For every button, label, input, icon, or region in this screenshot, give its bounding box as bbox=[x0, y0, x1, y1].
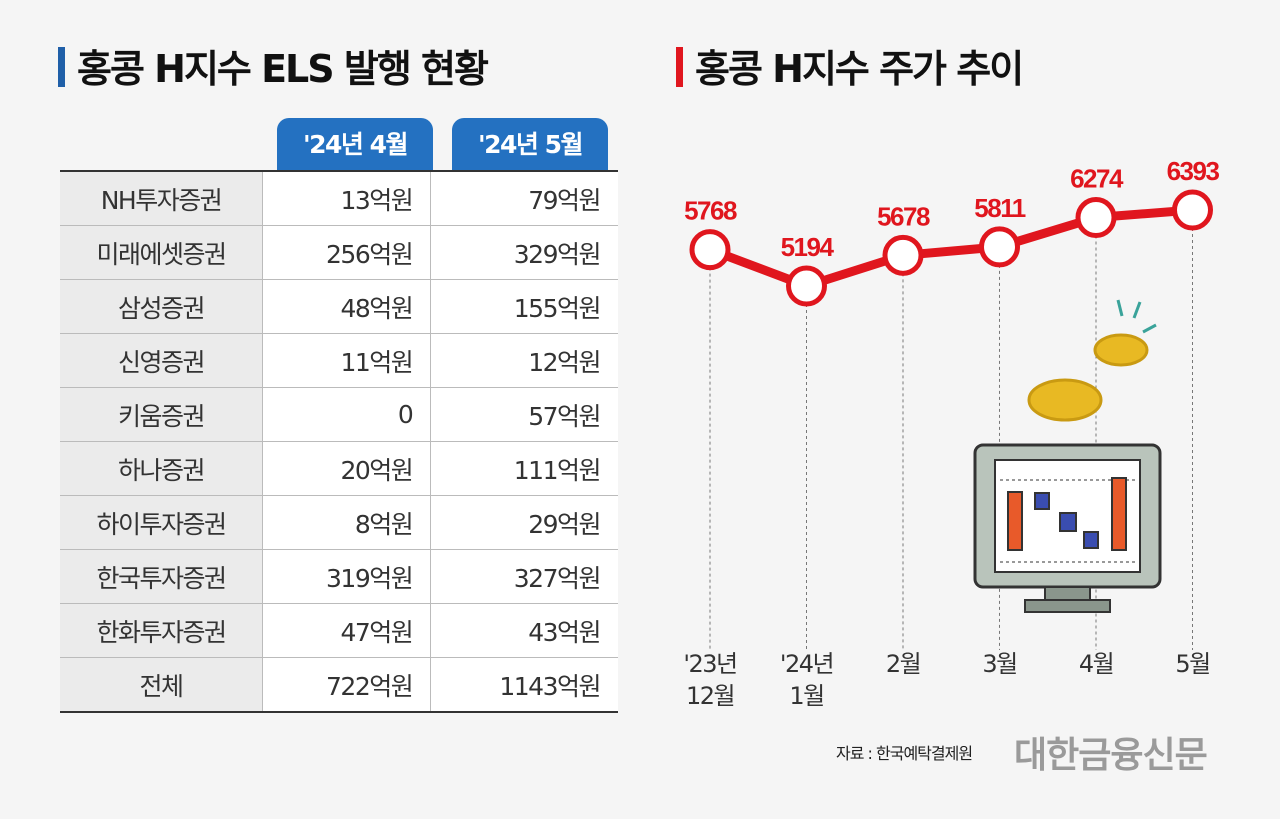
cell-name: 하이투자증권 bbox=[60, 495, 263, 550]
x-tick-label: 5월 bbox=[1175, 650, 1209, 678]
table-row: 한국투자증권 319억원 327억원 bbox=[60, 549, 618, 604]
line-chart: 5768 '23년 12월 5194 '24년 1월 5678 2월 5811 3월 6274 4월 6… bbox=[683, 156, 1221, 710]
title-accent-bar bbox=[676, 47, 683, 87]
cell-name: 한화투자증권 bbox=[60, 603, 263, 658]
cell-name: 삼성증권 bbox=[60, 279, 263, 334]
data-point bbox=[786, 265, 827, 307]
cell-name: 하나증권 bbox=[60, 441, 263, 496]
cell-name: NH투자증권 bbox=[60, 170, 263, 226]
data-label: 5811 bbox=[974, 193, 1025, 223]
cell-may: 155억원 bbox=[430, 279, 618, 334]
table-row: 하나증권 20억원 111억원 bbox=[60, 441, 618, 496]
data-point bbox=[979, 226, 1020, 268]
x-tick-label: 4월 bbox=[1079, 650, 1113, 678]
data-point bbox=[1075, 197, 1117, 239]
cell-apr: 722억원 bbox=[262, 657, 432, 713]
table-title: 홍콩 H지수 ELS 발행 현황 bbox=[58, 38, 489, 93]
table-row: NH투자증권 13억원 79억원 bbox=[60, 170, 618, 226]
data-point bbox=[1172, 189, 1213, 231]
x-tick-label: '24년 bbox=[780, 650, 833, 678]
x-tick-label: '23년 bbox=[683, 650, 736, 678]
cell-name: 미래에셋증권 bbox=[60, 225, 263, 280]
cell-name: 신영증권 bbox=[60, 333, 263, 388]
cell-apr: 47억원 bbox=[262, 603, 432, 658]
data-label: 5768 bbox=[684, 196, 737, 226]
x-tick-label: 1월 bbox=[789, 682, 823, 710]
cell-apr: 319억원 bbox=[262, 549, 432, 604]
data-point bbox=[689, 229, 731, 271]
cell-may: 12억원 bbox=[430, 333, 618, 388]
data-point bbox=[882, 234, 924, 276]
title-accent-bar bbox=[58, 47, 65, 87]
cell-apr: 48억원 bbox=[262, 279, 432, 334]
cell-may: 327억원 bbox=[430, 549, 618, 604]
table-title-text: 홍콩 H지수 ELS 발행 현황 bbox=[77, 47, 489, 91]
table-row: 키움증권 0 57억원 bbox=[60, 387, 618, 442]
els-table: NH투자증권 13억원 79억원 미래에셋증권 256억원 329억원 삼성증권 48억원 15… bbox=[60, 170, 618, 713]
data-label: 5194 bbox=[781, 232, 835, 262]
table-row: 삼성증권 48억원 155억원 bbox=[60, 279, 618, 334]
data-label: 5678 bbox=[877, 201, 930, 231]
cell-may: 111억원 bbox=[430, 441, 618, 496]
cell-may: 329억원 bbox=[430, 225, 618, 280]
cell-may: 43억원 bbox=[430, 603, 618, 658]
chart-title: 홍콩 H지수 주가 추이 bbox=[676, 38, 1024, 93]
cell-apr: 13억원 bbox=[262, 170, 432, 226]
table-row: 하이투자증권 8억원 29억원 bbox=[60, 495, 618, 550]
cell-apr: 8억원 bbox=[262, 495, 432, 550]
cell-apr: 11억원 bbox=[262, 333, 432, 388]
cell-apr: 0 bbox=[262, 387, 432, 442]
cell-apr: 20억원 bbox=[262, 441, 432, 496]
cell-may: 79억원 bbox=[430, 170, 618, 226]
column-header-may: '24년 5월 bbox=[452, 118, 608, 170]
cell-name: 키움증권 bbox=[60, 387, 263, 442]
x-tick-label: 2월 bbox=[886, 650, 920, 678]
source-note: 자료 : 한국예탁결제원 bbox=[836, 744, 973, 763]
data-label: 6274 bbox=[1070, 164, 1124, 194]
x-tick-label: 12월 bbox=[686, 682, 734, 710]
column-header-april: '24년 4월 bbox=[277, 118, 433, 170]
x-tick-label: 3월 bbox=[982, 650, 1016, 678]
table-row: 미래에셋증권 256억원 329억원 bbox=[60, 225, 618, 280]
cell-may: 29억원 bbox=[430, 495, 618, 550]
table-row: 전체 722억원 1143억원 bbox=[60, 657, 618, 713]
stock-monitor-illustration bbox=[973, 299, 1162, 613]
cell-may: 57억원 bbox=[430, 387, 618, 442]
table-row: 신영증권 11억원 12억원 bbox=[60, 333, 618, 388]
cell-apr: 256억원 bbox=[262, 225, 432, 280]
data-label: 6393 bbox=[1167, 156, 1220, 186]
publisher-logo: 대한금융신문 bbox=[1014, 735, 1208, 776]
table-row: 한화투자증권 47억원 43억원 bbox=[60, 603, 618, 658]
cell-name: 한국투자증권 bbox=[60, 549, 263, 604]
chart-title-text: 홍콩 H지수 주가 추이 bbox=[695, 47, 1024, 91]
cell-may: 1143억원 bbox=[430, 657, 618, 713]
cell-name: 전체 bbox=[60, 657, 263, 713]
